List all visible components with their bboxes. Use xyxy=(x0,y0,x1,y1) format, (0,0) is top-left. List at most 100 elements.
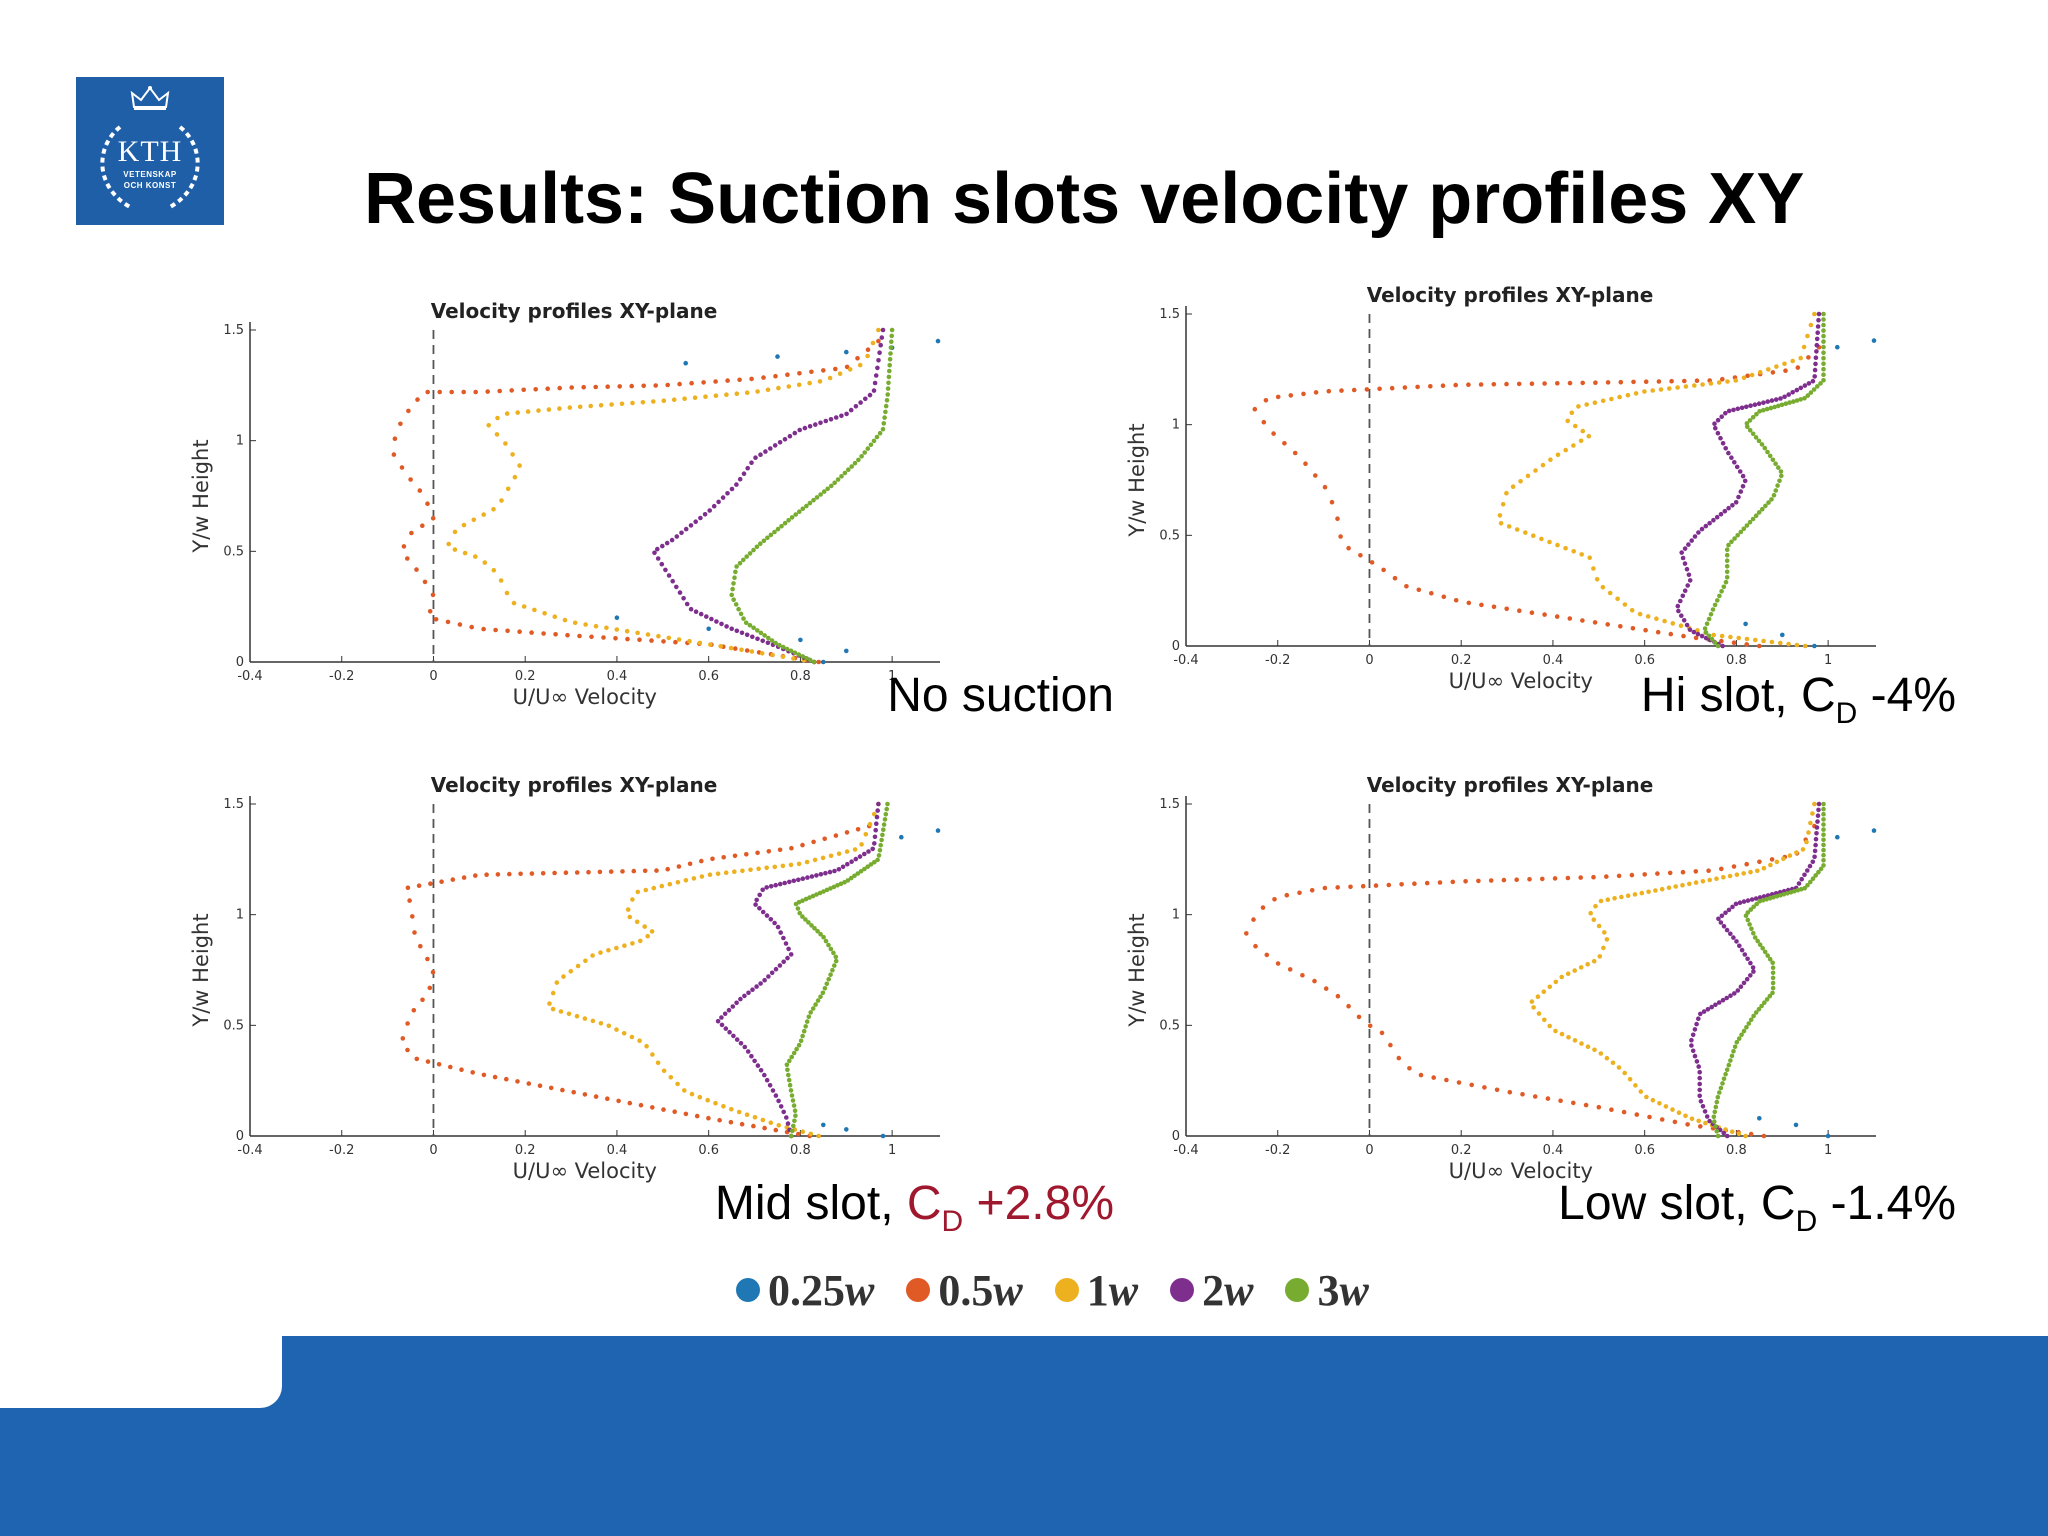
data-point xyxy=(1594,577,1600,582)
data-point xyxy=(481,1072,487,1078)
data-point xyxy=(1802,872,1807,878)
data-point xyxy=(745,1049,751,1054)
data-point xyxy=(853,856,859,862)
data-point xyxy=(1592,1047,1597,1053)
data-point xyxy=(1808,390,1814,395)
data-point xyxy=(762,633,767,638)
data-point xyxy=(788,952,794,957)
data-point xyxy=(1706,868,1711,873)
data-point xyxy=(1667,870,1673,876)
data-point xyxy=(733,569,738,575)
data-point xyxy=(688,606,694,612)
data-point xyxy=(770,1088,776,1093)
data-point xyxy=(1821,378,1826,383)
data-point xyxy=(1821,322,1826,328)
data-point xyxy=(1684,566,1690,572)
data-point xyxy=(1744,636,1750,642)
data-point xyxy=(1812,801,1817,807)
data-point xyxy=(1593,380,1598,385)
data-point xyxy=(807,424,813,429)
data-point xyxy=(758,541,763,546)
data-point xyxy=(1744,861,1749,867)
data-point xyxy=(1741,1028,1747,1034)
data-point xyxy=(749,460,754,465)
data-point xyxy=(703,394,708,399)
data-point xyxy=(1444,1077,1449,1083)
data-point xyxy=(1782,394,1787,400)
data-point xyxy=(1500,502,1506,507)
data-point xyxy=(870,846,875,852)
data-point xyxy=(786,1077,792,1083)
data-point xyxy=(630,400,635,406)
data-point xyxy=(504,411,510,416)
data-point xyxy=(1723,579,1729,585)
data-point xyxy=(1696,1118,1701,1124)
data-point xyxy=(590,953,595,958)
data-point xyxy=(747,623,753,628)
data-point xyxy=(862,450,867,455)
data-point xyxy=(1728,1058,1733,1063)
data-point xyxy=(828,417,834,422)
data-point xyxy=(1745,917,1751,923)
data-point xyxy=(832,868,837,874)
data-point xyxy=(462,550,468,556)
data-point xyxy=(761,375,766,380)
data-point xyxy=(1369,560,1375,565)
data-point xyxy=(833,415,839,420)
data-point xyxy=(738,611,744,617)
data-point xyxy=(471,517,477,523)
data-point xyxy=(1724,927,1730,933)
data-point xyxy=(1744,976,1750,982)
data-point xyxy=(884,806,889,812)
data-point xyxy=(883,812,889,817)
data-point xyxy=(818,872,824,877)
data-point xyxy=(1814,342,1820,348)
legend: 0.25w 0.5w 1w 2w 3w xyxy=(736,1262,1401,1318)
data-point xyxy=(768,446,773,451)
legend-item-1w: 1w xyxy=(1054,1265,1138,1316)
data-point xyxy=(1804,839,1809,845)
data-point xyxy=(773,640,778,646)
data-point xyxy=(835,883,840,888)
data-point xyxy=(1642,872,1647,877)
data-point xyxy=(1774,894,1780,899)
data-point xyxy=(666,635,672,641)
series-0 xyxy=(1757,828,1877,1139)
caption-low-slot: Low slot, CD -1.4% xyxy=(1558,1176,1956,1239)
data-point xyxy=(1687,578,1693,583)
data-point xyxy=(800,506,806,512)
data-point xyxy=(1718,435,1723,441)
data-point xyxy=(1687,627,1693,632)
data-point xyxy=(742,993,747,999)
data-point xyxy=(784,646,790,652)
data-point xyxy=(1717,1090,1722,1095)
data-point xyxy=(803,896,809,902)
data-point xyxy=(1815,819,1820,824)
data-point xyxy=(881,822,887,827)
data-point xyxy=(715,1018,721,1024)
data-point xyxy=(823,938,829,944)
data-point xyxy=(655,556,661,561)
data-point xyxy=(1388,1042,1393,1048)
data-point xyxy=(540,871,546,876)
data-point xyxy=(1532,1094,1538,1099)
data-point xyxy=(729,592,734,598)
data-point xyxy=(698,611,704,617)
data-point xyxy=(1542,612,1547,617)
data-point xyxy=(1604,937,1610,942)
data-point xyxy=(1812,643,1817,649)
data-point xyxy=(414,567,419,572)
data-point xyxy=(1701,1009,1707,1014)
data-point xyxy=(1553,979,1559,985)
data-point xyxy=(1702,1109,1708,1114)
data-point xyxy=(1309,888,1315,893)
data-point xyxy=(852,873,857,879)
legend-dot xyxy=(736,1278,760,1302)
data-point xyxy=(781,644,786,650)
data-point xyxy=(1706,633,1712,639)
data-point xyxy=(888,351,893,356)
data-point xyxy=(1814,336,1820,342)
data-point xyxy=(865,353,870,359)
data-point xyxy=(797,427,802,433)
data-point xyxy=(801,1028,807,1034)
